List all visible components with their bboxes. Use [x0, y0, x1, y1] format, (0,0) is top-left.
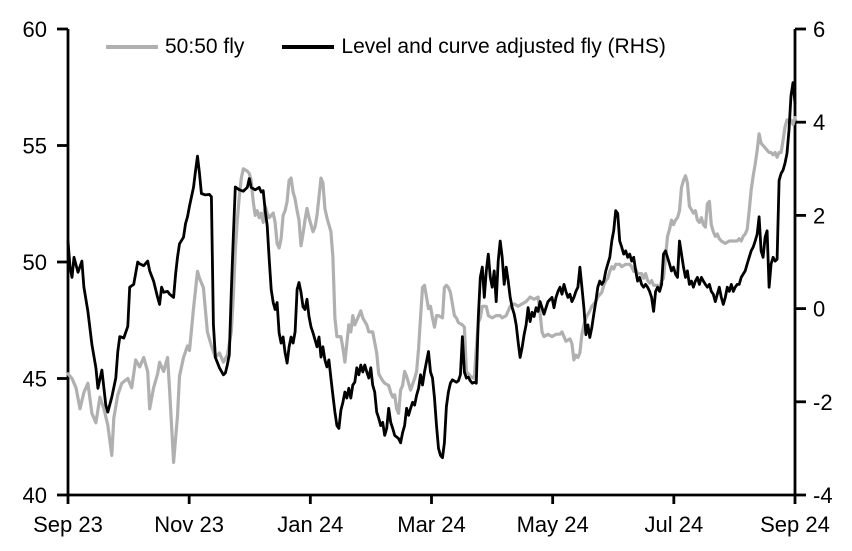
- series-lines: [66, 81, 797, 464]
- left-tick-label: 40: [23, 483, 47, 508]
- axes: 40 45 50 55 60 -4 -2 0 2 4 6 Sep 23 Nov 23 Jan 24 Mar …: [23, 17, 833, 537]
- right-tick-label: 2: [813, 203, 825, 228]
- legend-label-5050-fly: 50:50 fly: [165, 35, 245, 58]
- x-tick-label: Jul 24: [644, 512, 703, 537]
- x-tick-label: Nov 23: [154, 512, 224, 537]
- right-tick-label: -4: [813, 483, 833, 508]
- x-tick-label: Sep 23: [33, 512, 103, 537]
- right-tick-label: 4: [813, 110, 825, 135]
- left-tick-label: 45: [23, 367, 47, 392]
- x-tick-label: Mar 24: [397, 512, 465, 537]
- x-tick-label: Jan 24: [277, 512, 343, 537]
- x-tick-label: Sep 24: [760, 512, 830, 537]
- left-tick-label: 55: [23, 134, 47, 159]
- legend: 50:50 fly Level and curve adjusted fly (…: [106, 35, 666, 59]
- left-tick-label: 60: [23, 17, 47, 42]
- x-tick-label: May 24: [517, 512, 589, 537]
- legend-item-5050-fly: 50:50 fly: [106, 35, 244, 59]
- left-tick-label: 50: [23, 250, 47, 275]
- right-tick-label: 0: [813, 297, 825, 322]
- series-line-1: [66, 81, 797, 460]
- legend-swatch-5050-fly-icon: [106, 45, 158, 49]
- right-tick-label: -2: [813, 390, 833, 415]
- legend-swatch-adjusted-fly-icon: [282, 45, 335, 49]
- right-tick-label: 6: [813, 17, 825, 42]
- legend-label-adjusted-fly: Level and curve adjusted fly (RHS): [341, 35, 666, 58]
- legend-item-adjusted-fly: Level and curve adjusted fly (RHS): [282, 35, 666, 59]
- series-line-0: [66, 115, 797, 464]
